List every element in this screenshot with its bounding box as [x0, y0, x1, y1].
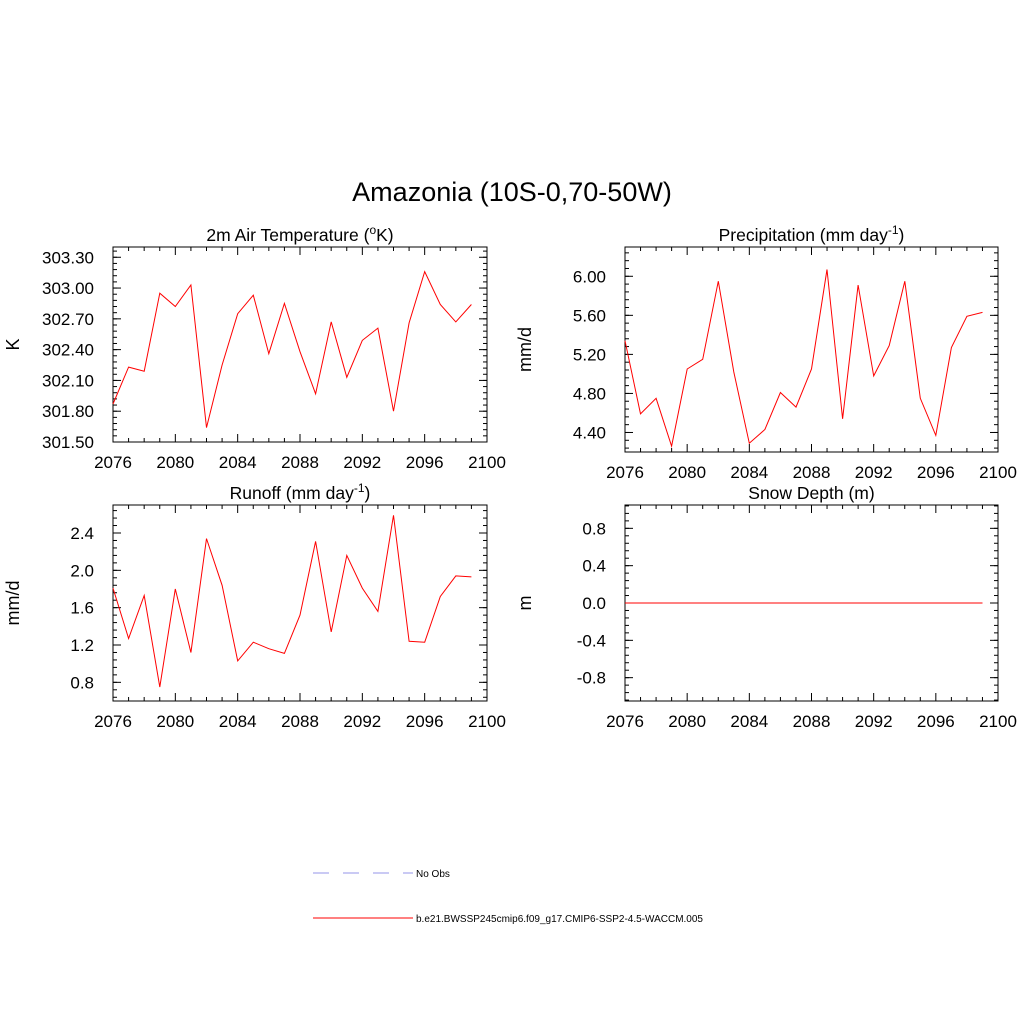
legend: No Obs b.e21.BWSSP245cmip6.f09_g17.CMIP6… — [313, 869, 703, 925]
xtick-label: 2088 — [281, 453, 319, 472]
xtick-label: 2076 — [94, 453, 132, 472]
panel-title-snow: Snow Depth (m) — [748, 483, 874, 503]
legend-series-label: b.e21.BWSSP245cmip6.f09_g17.CMIP6-SSP2-4… — [416, 914, 703, 925]
xtick-label: 2100 — [468, 712, 506, 731]
xtick-label: 2088 — [793, 712, 831, 731]
ylabel-precip: mm/d — [515, 327, 535, 372]
xtick-label: 2080 — [156, 453, 194, 472]
ytick-label: 4.40 — [573, 423, 606, 442]
ytick-label: 6.00 — [573, 267, 606, 286]
xtick-label: 2084 — [730, 712, 768, 731]
xtick-label: 2084 — [730, 463, 768, 482]
ytick-label: 0.8 — [582, 519, 606, 538]
xtick-label: 2092 — [855, 463, 893, 482]
panel-title-temp: 2m Air Temperature (oK) — [206, 223, 393, 245]
xtick-label: 2088 — [281, 712, 319, 731]
ytick-label: 2.0 — [70, 561, 94, 580]
xtick-label: 2092 — [343, 453, 381, 472]
xtick-label: 2076 — [606, 463, 644, 482]
xtick-label: 2096 — [406, 453, 444, 472]
xtick-label: 2100 — [979, 463, 1017, 482]
series-line-runoff — [112, 515, 472, 688]
legend-no-obs-label: No Obs — [416, 869, 450, 880]
xtick-label: 2084 — [219, 712, 257, 731]
ytick-label: 2.4 — [70, 524, 94, 543]
ytick-label: 4.80 — [573, 384, 606, 403]
panel-title-precip: Precipitation (mm day-1) — [719, 223, 905, 245]
ytick-label: 303.00 — [42, 279, 94, 298]
ytick-label: 302.70 — [42, 310, 94, 329]
xtick-label: 2076 — [606, 712, 644, 731]
panel-temp: 2m Air Temperature (oK) K 2076 2080 2084 2088… — [3, 223, 506, 472]
ytick-label: 5.60 — [573, 306, 606, 325]
xtick-label: 2096 — [917, 712, 955, 731]
xtick-label: 2092 — [343, 712, 381, 731]
ylabel-temp: K — [3, 338, 23, 350]
figure-title: Amazonia (10S-0,70-50W) — [352, 177, 672, 207]
ytick-label: 302.10 — [42, 371, 94, 390]
panel-title-runoff: Runoff (mm day-1) — [230, 481, 371, 503]
ylabel-runoff: mm/d — [3, 581, 23, 626]
xtick-label: 2100 — [979, 712, 1017, 731]
xtick-label: 2096 — [406, 712, 444, 731]
ytick-label: 5.20 — [573, 345, 606, 364]
panel-snow: Snow Depth (m) m 2076 2080 2084 2088 2092 2096 2… — [515, 483, 1017, 731]
ytick-label: 1.2 — [70, 636, 94, 655]
ytick-label: 301.80 — [42, 402, 94, 421]
panel-runoff: Runoff (mm day-1) mm/d 2076 2080 2084 2088 209… — [3, 481, 506, 731]
ylabel-snow: m — [515, 596, 535, 611]
series-line-temp — [112, 270, 472, 428]
ytick-label: 0.8 — [70, 673, 94, 692]
ytick-label: -0.4 — [577, 631, 606, 650]
xtick-label: 2088 — [793, 463, 831, 482]
panel-precip: Precipitation (mm day-1) mm/d 2076 2080 2084… — [515, 223, 1017, 482]
xtick-label: 2080 — [668, 463, 706, 482]
xtick-label: 2096 — [917, 463, 955, 482]
series-line-precip — [624, 269, 983, 449]
ytick-label: 301.50 — [42, 433, 94, 452]
ytick-label: 1.6 — [70, 599, 94, 618]
ytick-label: 0.0 — [582, 594, 606, 613]
xtick-label: 2076 — [94, 712, 132, 731]
ytick-label: 0.4 — [582, 557, 606, 576]
panels: 2m Air Temperature (oK) K 2076 2080 2084 2088… — [3, 223, 1017, 731]
xtick-label: 2100 — [468, 453, 506, 472]
xtick-label: 2092 — [855, 712, 893, 731]
xtick-label: 2080 — [668, 712, 706, 731]
ytick-label: -0.8 — [577, 669, 606, 688]
ytick-label: 302.40 — [42, 341, 94, 360]
ytick-label: 303.30 — [42, 248, 94, 267]
xtick-label: 2080 — [156, 712, 194, 731]
xtick-label: 2084 — [219, 453, 257, 472]
